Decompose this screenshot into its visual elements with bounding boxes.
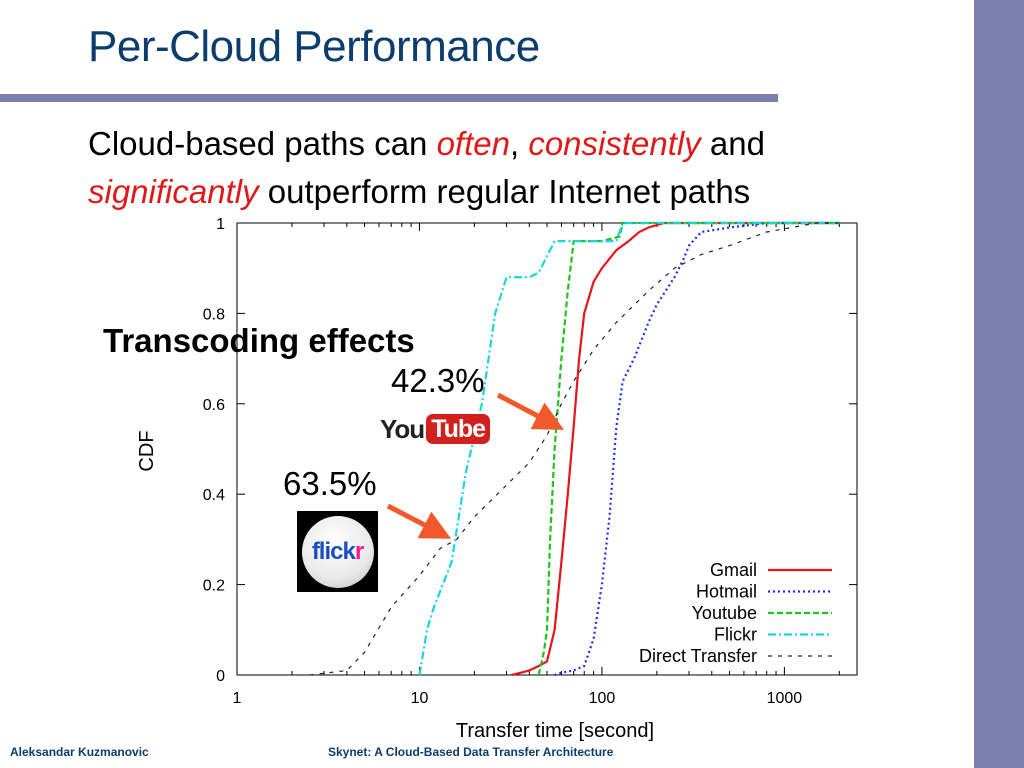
flickr-logo-text: flickr [311,537,364,566]
flickr-logo-accent: r [354,537,364,565]
subtitle-text-1: Cloud-based paths can [88,125,437,162]
youtube-arrow [496,392,565,430]
x-axis-label: Transfer time [second] [456,720,654,742]
subtitle-separator: , [509,125,529,162]
subtitle-emphasis-often: often [436,125,510,162]
series-line-youtube [537,221,840,676]
series-line-flickr [418,221,840,676]
flickr-arrow [386,503,452,539]
legend-label: Youtube [692,603,757,623]
y-tick-label: 0.4 [203,487,225,504]
subtitle-text-3: outperform regular Internet paths [258,173,751,210]
legend-label: Hotmail [696,582,757,602]
slide-title: Per-Cloud Performance [88,22,540,71]
y-axis-label: CDF [136,430,158,471]
youtube-percentage: 42.3% [391,362,485,399]
legend-label: Gmail [710,560,757,580]
flickr-percentage: 63.5% [283,465,377,502]
youtube-logo-tube: Tube [426,414,491,444]
youtube-logo-you: You [380,413,425,444]
x-tick-label: 100 [589,690,616,707]
y-tick-label: 0.2 [203,578,225,595]
subtitle-emphasis-significantly: significantly [88,173,259,210]
slide-subtitle: Cloud-based paths can often, consistentl… [88,120,948,216]
series-line-direct-transfer [309,222,840,676]
youtube-logo: You Tube [380,413,491,445]
y-tick-label: 0.8 [203,306,225,323]
footer-author: Aleksandar Kuzmanovic [10,745,149,759]
y-tick-label: 0 [216,668,225,685]
flickr-logo-main: flick [311,537,356,565]
legend-label: Flickr [714,625,757,645]
series-line-gmail [511,221,840,677]
x-tick-label: 1 [233,690,242,707]
series-line-hotmail [554,221,840,677]
footer-talk-title: Skynet: A Cloud-Based Data Transfer Arch… [328,745,614,759]
y-tick-label: 1 [216,216,225,233]
slide-sidebar [974,0,1024,768]
y-tick-label: 0.6 [203,397,225,414]
flickr-logo-disc: flickr [301,515,374,588]
legend-label: Direct Transfer [639,646,757,666]
flickr-logo: flickr [297,511,378,592]
x-tick-label: 10 [411,690,429,707]
title-rule [0,94,778,102]
x-tick-label: 1000 [767,690,803,707]
transcoding-effects-label: Transcoding effects [103,322,415,359]
subtitle-emphasis-consistently: consistently [528,125,701,162]
subtitle-text-2: and [700,125,765,162]
